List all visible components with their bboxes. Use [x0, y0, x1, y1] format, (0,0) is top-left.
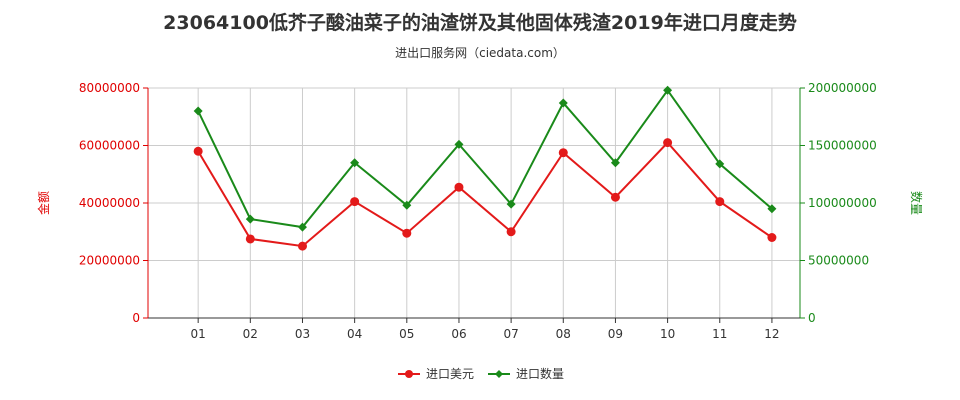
- x-tick-label: 10: [660, 327, 675, 341]
- series-line-1: [197, 141, 773, 248]
- right-tick-label: 200000000: [808, 81, 877, 95]
- x-tick-label: 04: [347, 327, 362, 341]
- right-tick-label: 0: [808, 311, 816, 325]
- series-point-1: [350, 197, 360, 207]
- series-point-2: [610, 158, 620, 168]
- legend-label: 进口数量: [516, 366, 564, 381]
- series-point-1: [663, 138, 673, 148]
- right-axis-title: 数量: [909, 191, 924, 215]
- x-tick-label: 08: [556, 327, 571, 341]
- series-point-2: [245, 214, 255, 224]
- series-point-2: [506, 199, 516, 209]
- series-point-1: [610, 192, 620, 202]
- legend-swatch-marker: [405, 370, 413, 378]
- series-point-1: [767, 233, 777, 242]
- series-point-2: [350, 158, 360, 168]
- legend-label: 进口美元: [426, 367, 474, 381]
- series-point-1: [402, 228, 412, 238]
- x-tick-label: 11: [712, 327, 727, 341]
- series-point-1: [454, 182, 464, 192]
- x-tick-label: 01: [191, 327, 206, 341]
- series-point-2: [767, 204, 777, 214]
- chart-title: 23064100低芥子酸油菜子的油渣饼及其他固体残渣2019年进口月度走势: [163, 12, 797, 34]
- series-point-2: [715, 159, 725, 169]
- chart-subtitle: 进出口服务网（ciedata.com）: [395, 46, 565, 60]
- x-tick-label: 03: [295, 327, 310, 341]
- left-tick-label: 60000000: [79, 139, 140, 153]
- series-point-2: [558, 98, 568, 108]
- series-point-1: [193, 146, 203, 156]
- grid-lines: [148, 87, 800, 319]
- series-point-2: [297, 222, 307, 232]
- x-tick-label: 09: [608, 327, 623, 341]
- legend: 进口美元 进口数量: [398, 366, 564, 381]
- series-layer: [193, 85, 777, 251]
- series-line-2: [197, 88, 773, 229]
- axes: 0 20000000 40000000 60000000 80000000 0 500000…: [36, 81, 924, 341]
- left-axis-title: 金额: [36, 191, 51, 215]
- series-point-1: [506, 227, 516, 237]
- x-tick-label: 06: [451, 327, 466, 341]
- left-tick-label: 40000000: [79, 196, 140, 210]
- series-point-2: [193, 106, 203, 116]
- series-point-2: [663, 85, 673, 95]
- series-point-1: [715, 197, 725, 207]
- left-tick-label: 80000000: [79, 81, 140, 95]
- x-tick-label: 12: [764, 327, 779, 341]
- right-tick-label: 150000000: [808, 139, 877, 153]
- series-point-1: [297, 241, 307, 251]
- left-tick-label: 0: [132, 311, 140, 325]
- legend-swatch-marker: [495, 370, 503, 378]
- left-tick-label: 20000000: [79, 254, 140, 268]
- x-tick-label: 07: [503, 327, 518, 341]
- series-point-2: [402, 200, 412, 210]
- series-point-2: [454, 139, 464, 149]
- x-tick-label: 05: [399, 327, 414, 341]
- x-tick-label: 02: [243, 327, 258, 341]
- right-tick-label: 50000000: [808, 254, 869, 268]
- series-point-1: [245, 234, 255, 244]
- series-point-1: [558, 148, 568, 158]
- right-tick-label: 100000000: [808, 196, 877, 210]
